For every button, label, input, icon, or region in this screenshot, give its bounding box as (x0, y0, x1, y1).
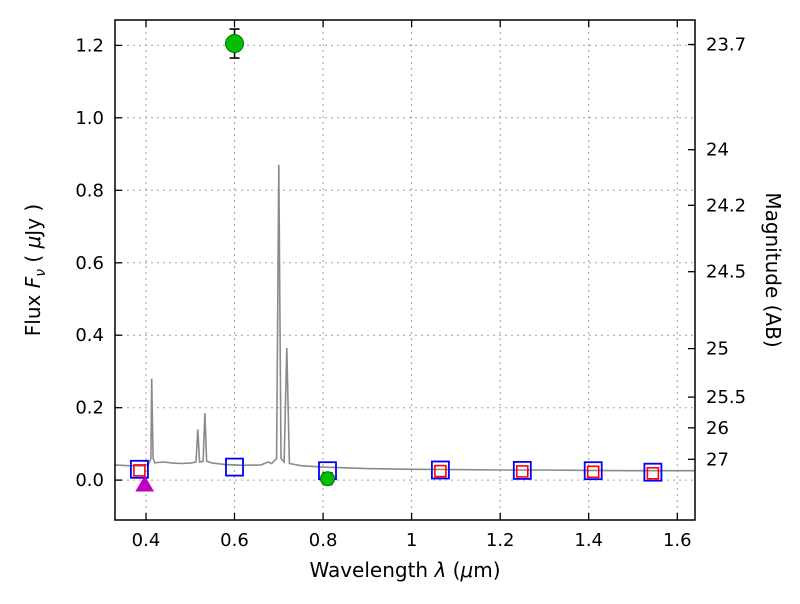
model-photometry-square-red (646, 466, 660, 480)
model-photometry-square-red (133, 464, 146, 477)
x-tick-label: 0.6 (220, 530, 249, 551)
y2-tick-label: 25.5 (706, 387, 746, 408)
y2-axis-label: Magnitude (AB) (761, 192, 785, 347)
model-photometry-square-blue (583, 461, 603, 481)
y-tick-label: 1.2 (75, 35, 104, 56)
model-photometry-square-red (515, 465, 529, 478)
model-photometry-square-blue (225, 457, 244, 477)
x-tick-label: 0.4 (132, 530, 161, 551)
axis-ticks (115, 20, 695, 520)
model-spectrum-line (114, 164, 695, 472)
y2-tick-label: 23.7 (706, 35, 746, 56)
y2-tick-label: 24.5 (706, 262, 746, 283)
axes-background (115, 20, 695, 520)
y-tick-label: 0.0 (75, 470, 104, 491)
y2-tick-label: 24.2 (706, 195, 746, 216)
grid-lines (115, 20, 695, 520)
plot-frame (114, 19, 696, 521)
observed-photometry (225, 28, 336, 487)
model-photometry-square-blue (512, 460, 532, 480)
observed-flux-point (320, 471, 336, 487)
y2-tick-label: 25 (706, 339, 729, 360)
y2-tick-label: 24 (706, 140, 729, 161)
y-axis-label: Flux Fν ( μJy ) (21, 204, 49, 336)
upper-limit-triangle (135, 475, 155, 492)
model-photometry-square-blue (643, 462, 663, 482)
x-tick-label: 1.6 (663, 530, 692, 551)
x-axis-label: Wavelength λ (μm) (309, 558, 500, 582)
model-photometry-square-red (434, 464, 447, 478)
model-photometry-square-blue (129, 459, 149, 479)
x-tick-label: 1 (406, 530, 417, 551)
x-tick-label: 0.8 (309, 530, 338, 551)
y-tick-label: 1.0 (75, 108, 104, 129)
model-photometry-red (133, 464, 660, 480)
y-tick-label: 0.4 (75, 325, 104, 346)
y2-tick-label: 27 (706, 449, 729, 470)
y-tick-label: 0.2 (75, 398, 104, 419)
x-tick-label: 1.2 (486, 530, 515, 551)
model-photometry-square-red (586, 465, 600, 479)
observed-flux-point (225, 34, 245, 54)
x-tick-label: 1.4 (574, 530, 603, 551)
y2-tick-label: 26 (706, 418, 729, 439)
y-tick-label: 0.8 (75, 180, 104, 201)
model-photometry-square-blue (430, 460, 450, 480)
y-tick-label: 0.6 (75, 253, 104, 274)
